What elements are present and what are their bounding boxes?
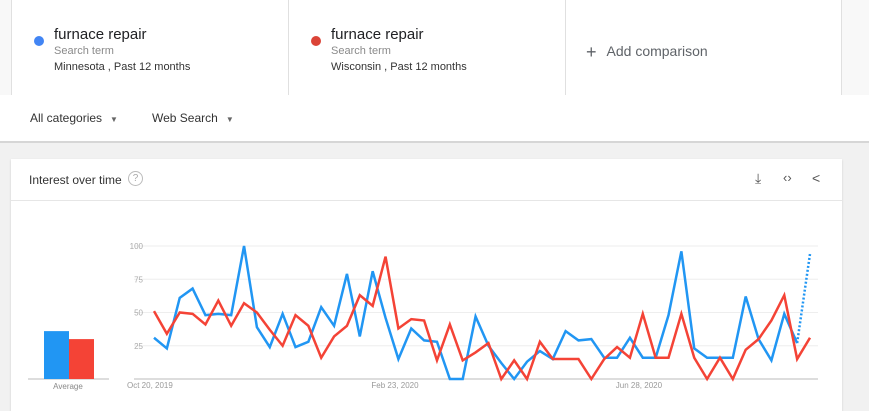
x-tick-label: Jun 28, 2020 — [616, 381, 663, 390]
y-tick-label: 100 — [130, 242, 144, 251]
filter-bar: All categories ▼ Web Search ▼ — [0, 95, 869, 143]
term-location[interactable]: Minnesota , Past 12 months — [54, 61, 191, 73]
term-title[interactable]: furnace repair — [331, 26, 424, 43]
category-label: All categories — [30, 111, 103, 125]
y-tick-label: 75 — [134, 275, 143, 284]
series-color-dot — [311, 36, 321, 46]
x-tick-label: Oct 20, 2019 — [127, 381, 173, 390]
search-term-card-1[interactable]: furnace repair Search term Minnesota , P… — [11, 0, 288, 95]
search-type-label: Web Search — [152, 111, 218, 125]
average-bar — [69, 339, 94, 379]
partial-data-line — [795, 253, 812, 344]
add-comparison-button[interactable]: + Add comparison — [565, 0, 842, 95]
search-term-card-2[interactable]: furnace repair Search term Wisconsin , P… — [288, 0, 565, 95]
term-location[interactable]: Wisconsin , Past 12 months — [331, 61, 467, 73]
download-icon[interactable]: ⤓ — [755, 170, 762, 186]
panel-header: Interest over time ? ⤓ ‹› < — [11, 159, 842, 201]
y-tick-label: 25 — [134, 342, 143, 351]
average-label: Average — [53, 382, 83, 391]
series-line — [153, 245, 799, 382]
caret-down-icon: ▼ — [225, 115, 234, 124]
search-type-dropdown[interactable]: Web Search ▼ — [152, 111, 234, 125]
term-type: Search term — [331, 45, 391, 57]
plus-icon: + — [586, 42, 597, 62]
caret-down-icon: ▼ — [110, 115, 118, 124]
term-title[interactable]: furnace repair — [54, 26, 147, 43]
y-tick-label: 50 — [134, 309, 143, 318]
x-tick-label: Feb 23, 2020 — [371, 381, 419, 390]
comparison-bar: furnace repair Search term Minnesota , P… — [0, 0, 869, 95]
share-icon[interactable]: < — [812, 170, 821, 186]
panel-title: Interest over time — [29, 173, 122, 187]
term-type: Search term — [54, 45, 114, 57]
series-color-dot — [34, 36, 44, 46]
category-dropdown[interactable]: All categories ▼ — [30, 111, 118, 125]
interest-over-time-panel: Interest over time ? ⤓ ‹› < 100 75 50 25 Oct… — [11, 159, 842, 411]
series-line — [152, 256, 812, 382]
embed-icon[interactable]: ‹› — [783, 170, 792, 185]
chart: 100 75 50 25 Oct 20, 2019 Feb 23, 2020 Jun 28,… — [28, 242, 818, 391]
help-icon[interactable]: ? — [128, 171, 143, 186]
add-comparison-label: Add comparison — [606, 43, 708, 59]
average-bar — [44, 331, 69, 379]
